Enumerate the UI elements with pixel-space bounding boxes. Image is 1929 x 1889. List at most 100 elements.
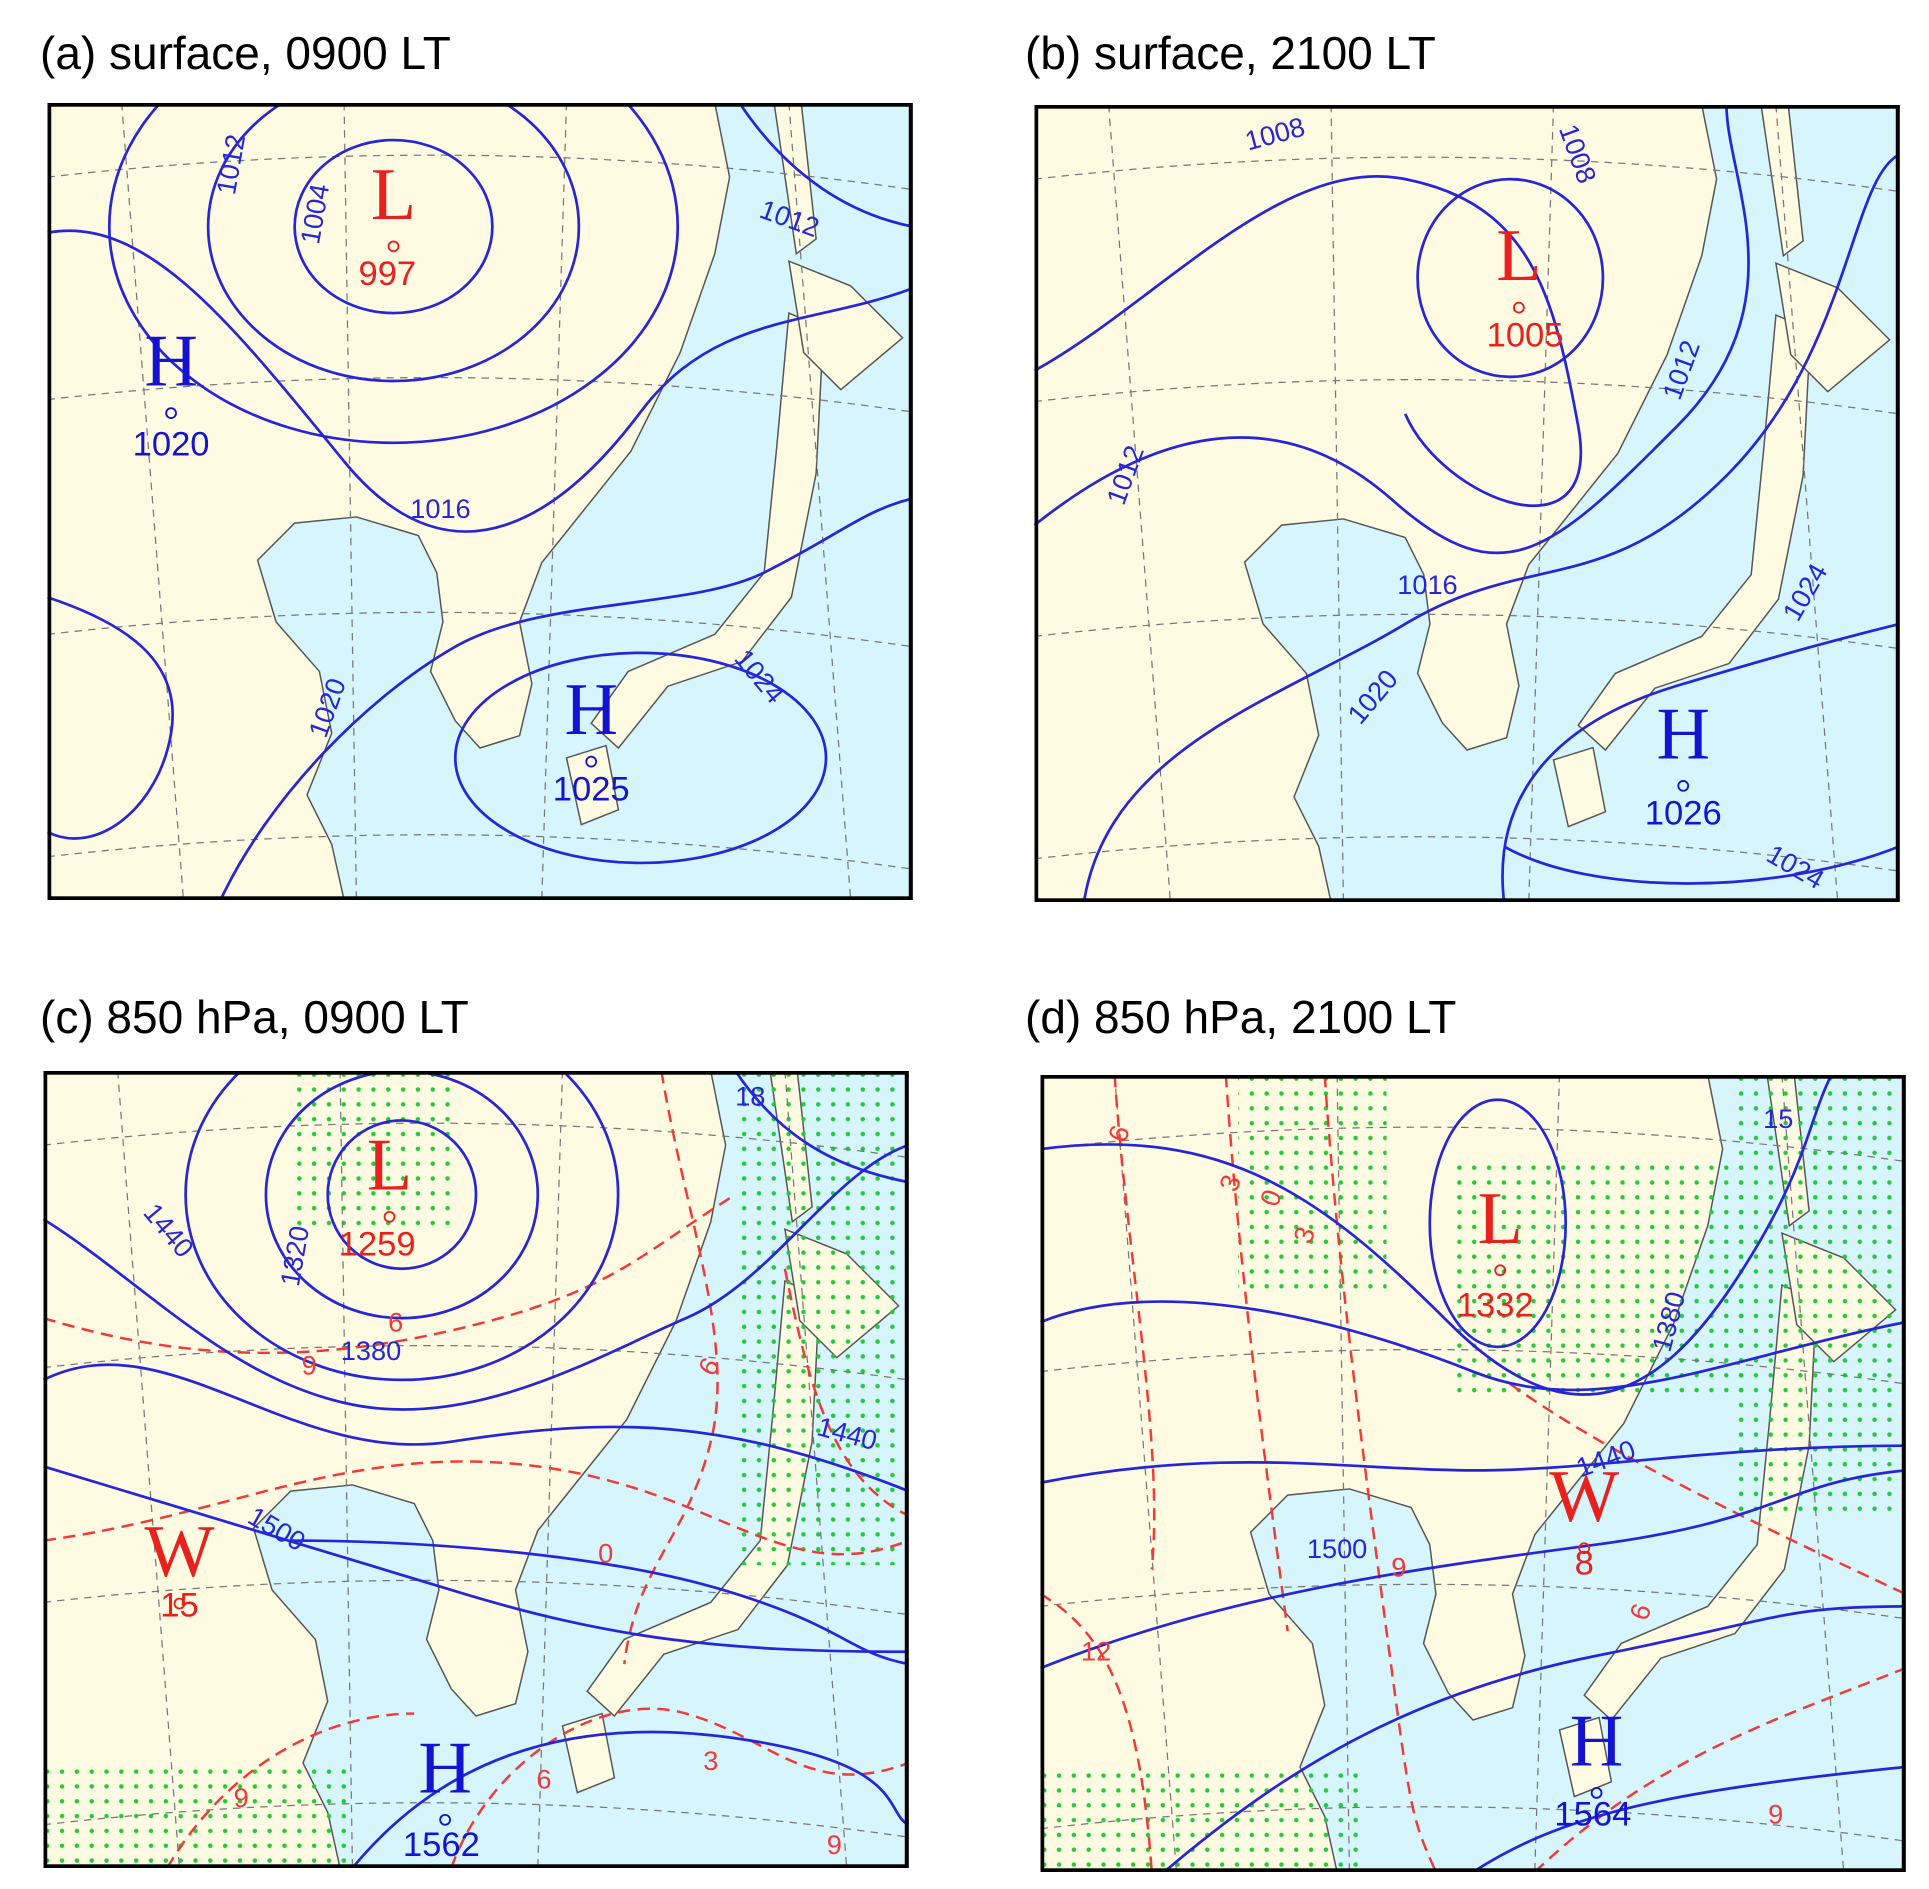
isobar xyxy=(1040,1444,1906,1485)
graticule xyxy=(1040,1583,1906,1620)
center-marker xyxy=(439,1813,451,1826)
graticule xyxy=(1040,1126,1906,1163)
center-symbol: H xyxy=(1570,1700,1624,1782)
contour-label: 18 xyxy=(735,1080,765,1111)
moist-area xyxy=(43,1762,353,1868)
temperature-label: 6 xyxy=(536,1764,551,1795)
graticule xyxy=(1336,1074,1351,1873)
temperature-label: 3 xyxy=(703,1745,718,1776)
isobar xyxy=(1033,175,1582,508)
center-symbol: H xyxy=(144,321,198,403)
island xyxy=(1774,261,1891,393)
isobar xyxy=(1082,153,1901,903)
graticule xyxy=(47,834,913,870)
center-value: 1020 xyxy=(133,426,210,464)
isobar xyxy=(453,651,828,865)
isobar xyxy=(46,595,174,840)
graticule xyxy=(788,102,852,901)
graticule xyxy=(1528,104,1555,903)
temperature-label: 6 xyxy=(388,1306,403,1337)
isobar xyxy=(293,138,494,315)
island xyxy=(1577,313,1812,752)
graticule xyxy=(1034,613,1900,650)
moist-area xyxy=(1238,1075,1387,1298)
isobar xyxy=(290,1539,909,1666)
center-value: 1562 xyxy=(403,1826,480,1864)
sea xyxy=(1243,104,1901,903)
isotherm xyxy=(166,1712,415,1869)
temperature-label: 9 xyxy=(827,1829,842,1860)
graticule xyxy=(1775,104,1839,903)
center-symbol: H xyxy=(418,1727,472,1809)
isobar xyxy=(1040,1074,1833,1396)
graticule xyxy=(1781,1074,1845,1873)
center-value: 15 xyxy=(160,1586,198,1624)
graticule xyxy=(1040,1806,1906,1842)
isobar xyxy=(1040,1469,1906,1670)
center-value: 1332 xyxy=(1457,1286,1534,1324)
center-marker xyxy=(383,1210,396,1223)
isobar xyxy=(1428,1098,1568,1349)
graticule xyxy=(1114,1074,1178,1873)
center-marker xyxy=(1494,1264,1507,1277)
graticule xyxy=(1330,104,1345,903)
map-panel: L 1332 W 8 H 1564 1380 1440 1500 15 6 3 0 3 9 6 12 9 xyxy=(1039,1074,1907,1874)
graticule xyxy=(43,1122,909,1159)
center-value: 1025 xyxy=(553,770,630,808)
moist-area xyxy=(1040,1766,1362,1872)
isotherm xyxy=(1509,1382,1907,1596)
center-value: 1259 xyxy=(339,1226,416,1264)
graticule xyxy=(1040,1348,1906,1385)
graticule xyxy=(1534,1074,1561,1873)
contour-label: 15 xyxy=(1763,1103,1793,1134)
contour-label: 1380 xyxy=(341,1335,401,1366)
graticule xyxy=(1034,836,1900,872)
center-marker xyxy=(165,407,177,420)
graticule xyxy=(47,154,913,191)
center-marker xyxy=(173,1597,186,1610)
center-symbol: H xyxy=(564,669,618,751)
center-value: 8 xyxy=(1575,1545,1594,1583)
graticule xyxy=(537,1070,564,1869)
graticule xyxy=(784,1070,848,1869)
isobar xyxy=(1503,845,1900,885)
panel-frame xyxy=(1040,1075,1906,1872)
isobar xyxy=(1163,1604,1906,1874)
graticule xyxy=(121,102,185,901)
panel-title: (d) 850 hPa, 2100 LT xyxy=(1025,991,1457,1043)
contour-label: 1500 xyxy=(1307,1533,1367,1564)
graticule xyxy=(117,1070,181,1869)
panel-frame xyxy=(1034,105,1900,902)
isobar xyxy=(1501,622,1900,903)
isobar xyxy=(1416,177,1605,379)
center-symbol: H xyxy=(1656,693,1710,775)
temperature-label: 9 xyxy=(302,1350,317,1381)
center-value: 1005 xyxy=(1487,316,1564,354)
center-symbol: L xyxy=(1478,1178,1523,1260)
isotherm xyxy=(623,1070,719,1665)
island xyxy=(565,744,620,826)
graticule xyxy=(339,1070,354,1869)
center-symbol: L xyxy=(1496,215,1541,297)
isotherm xyxy=(1039,1592,1153,1873)
center-marker xyxy=(585,755,598,768)
center-symbol: L xyxy=(371,154,416,236)
center-marker xyxy=(1578,1542,1591,1555)
isobar xyxy=(1033,104,1750,555)
temperature-label: 9 xyxy=(234,1782,249,1813)
isobar xyxy=(219,497,913,901)
temperature-label: 9 xyxy=(1768,1799,1783,1830)
graticule xyxy=(43,1344,909,1381)
graticule xyxy=(43,1802,909,1838)
isobar xyxy=(42,1143,909,1411)
isotherm xyxy=(783,1268,910,1517)
island xyxy=(787,259,904,391)
center-marker xyxy=(387,240,400,253)
panel-title: (b) surface, 2100 LT xyxy=(1025,27,1436,79)
isobar xyxy=(738,102,913,228)
center-marker xyxy=(1513,301,1525,314)
